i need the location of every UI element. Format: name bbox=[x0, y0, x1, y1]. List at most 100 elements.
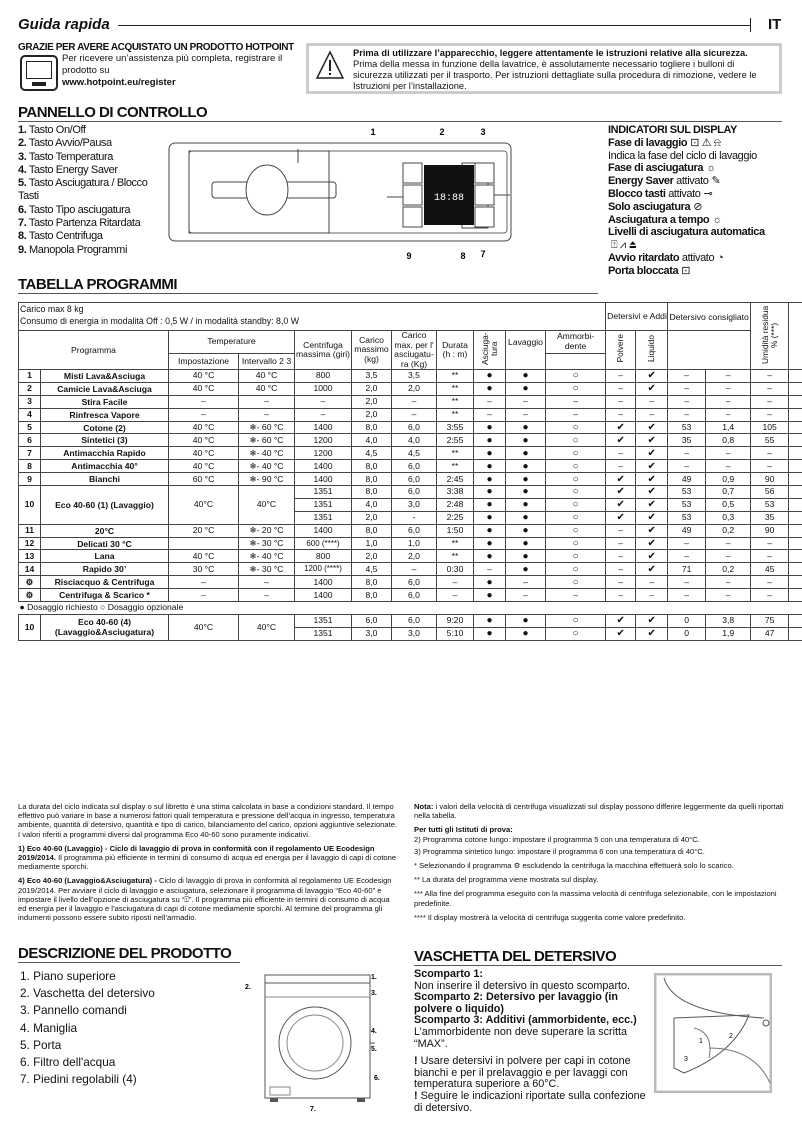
temp-setting: 40 °C bbox=[168, 549, 239, 564]
cell-lavaggio: ● bbox=[505, 433, 546, 448]
drawer-warning-2: Seguire le indicazioni riportate sulla c… bbox=[414, 1089, 646, 1114]
cell-liquido: ✔ bbox=[635, 626, 669, 641]
table-row[interactable]: ⚙ Centrifuga & Scarico * – –1400 8,0 6,0– ● – – –… bbox=[18, 588, 802, 603]
note-star-1: * Selezionando il programma ⚙ escludendo… bbox=[414, 861, 734, 871]
table-row[interactable]: 11 20°C 20 °C ❄- 20 °C 1400 8,0 6,0 1:50 ● ● ○ – ✔ 49… bbox=[18, 523, 802, 538]
panel-legend-item: 6. Tasto Tipo asciugatura bbox=[18, 204, 168, 217]
cell-lavaggio: ● bbox=[505, 562, 546, 577]
program-name: Centrifuga & Scarico * bbox=[40, 588, 169, 603]
table-row[interactable]: 5 Cotone (2) 40 °C ❄- 60 °C 1400 8,0 6,0 3:55 ● ●… bbox=[18, 420, 802, 435]
cell-polvere: – bbox=[605, 459, 637, 474]
istituti-heading: Per tutti gli Istituti di prova: bbox=[414, 825, 513, 835]
cell-consumo: 0,2 bbox=[705, 562, 752, 577]
cell-umidita: 53 bbox=[667, 497, 707, 512]
cell-consumo: 1,4 bbox=[705, 420, 752, 435]
language-label: IT bbox=[768, 16, 782, 33]
cell-umidita: 53 bbox=[667, 485, 707, 499]
program-number: 11 bbox=[18, 523, 41, 538]
cell-lavaggio: ● bbox=[505, 523, 546, 538]
callout-d3: 3. bbox=[371, 990, 377, 997]
cell-carico: 8,0 bbox=[351, 459, 392, 474]
table-row[interactable]: 8 Antimacchia 40° 40 °C ❄- 40 °C 1400 8,0 6,0 *… bbox=[18, 459, 802, 474]
table-row[interactable]: 10 Eco 40-60 (1) (Lavaggio) 40°C 40°C 1351 8,… bbox=[18, 485, 802, 525]
program-name: Camicie Lava&Asciuga bbox=[40, 381, 169, 396]
cell-carico: 2,0 bbox=[351, 510, 392, 525]
energy-info: Consumo di energia in modalità Off : 0,5… bbox=[20, 316, 300, 326]
program-number: 3 bbox=[18, 394, 41, 409]
table-row[interactable]: 9 Bianchi 60 °C ❄- 90 °C 1400 8,0 6,0 2:45 ● ● ○ ✔ ✔… bbox=[18, 472, 802, 487]
program-number: 10 bbox=[18, 613, 41, 641]
cell-umidita: 71 bbox=[667, 562, 707, 577]
detergent-drawer-diagram: 1 2 3 bbox=[654, 973, 772, 1093]
table-row[interactable]: ⚙ Risciacquo & Centrifuga – –1400 8,0 6,0– ● – ○… bbox=[18, 575, 802, 590]
indicator-name: Avvio ritardato bbox=[608, 251, 680, 264]
callout-d1: 1. bbox=[371, 974, 377, 981]
cell-polvere: ✔ bbox=[605, 420, 637, 435]
temp-setting: – bbox=[168, 575, 239, 590]
program-name: Bianchi bbox=[40, 472, 169, 487]
cell-polvere: ✔ bbox=[605, 497, 637, 512]
cell-carico-asciugatura: 6,0 bbox=[391, 420, 437, 435]
cell-polvere: ✔ bbox=[605, 613, 637, 628]
program-name: Misti Lava&Asciuga bbox=[40, 369, 169, 383]
register-link[interactable]: www.hotpoint.eu/register bbox=[62, 77, 176, 88]
cell-consumo: 0,8 bbox=[705, 433, 752, 448]
header-ammorbidente: Ammorbi-dente bbox=[544, 330, 607, 354]
cell-lavaggio: ● bbox=[505, 510, 546, 525]
cell-durata: ** bbox=[436, 459, 474, 474]
callout-d2: 2. bbox=[245, 984, 251, 991]
cell-umidita: 0 bbox=[667, 613, 707, 628]
program-number: 13 bbox=[18, 549, 41, 564]
item-label: Tasto Centrifuga bbox=[28, 230, 103, 243]
display-indicators: INDICATORI SUL DISPLAY Fase di lavaggio ⊡… bbox=[608, 124, 768, 278]
header-carico_asc: Carico max. per l' asciugatu-ra (Kg) bbox=[391, 330, 437, 370]
temp-setting: 30 °C bbox=[168, 562, 239, 577]
cell-umidita: 53 bbox=[667, 420, 707, 435]
cell-polvere: ✔ bbox=[605, 510, 637, 525]
table-row[interactable]: 10 Eco 40-60 (4) (Lavaggio&Asciugatura) 40… bbox=[18, 613, 802, 641]
cell-temperatura: – bbox=[788, 394, 802, 409]
cell-carico-asciugatura: 3,5 bbox=[391, 369, 437, 383]
cell-carico: 1,0 bbox=[351, 536, 392, 551]
callout-7: 7 bbox=[480, 249, 485, 259]
table-row[interactable]: 12 Delicati 30 °C ❄- 30 °C 600 (****) 1,0 1,0… bbox=[18, 536, 802, 551]
max-load-info: Carico max 8 kg bbox=[20, 304, 84, 314]
cell-centrifuga: 1400 bbox=[294, 523, 352, 538]
indicator-icon: ⊡ bbox=[681, 264, 691, 277]
cell-centrifuga: 1400 bbox=[294, 420, 352, 435]
cell-acqua: – bbox=[750, 459, 790, 474]
table-row[interactable]: 7 Antimacchia Rapido 40 °C ❄- 40 °C 1200 4,5 4… bbox=[18, 446, 802, 461]
cell-consumo: – bbox=[705, 381, 752, 396]
register-desc: Per ricevere un’assistenza più completa,… bbox=[62, 53, 283, 76]
program-number: 14 bbox=[18, 562, 41, 577]
cell-acqua: 45 bbox=[750, 562, 790, 577]
cell-liquido: – bbox=[635, 407, 669, 422]
table-row[interactable]: 14 Rapido 30’ 30 °C ❄- 30 °C 1200 (****) 4,5–… bbox=[18, 562, 802, 577]
temp-setting: 40 °C bbox=[168, 381, 239, 396]
temp-range: ❄- 30 °C bbox=[238, 562, 295, 577]
cell-acqua: 53 bbox=[750, 497, 790, 512]
compartment-label-2: 2 bbox=[729, 1033, 733, 1040]
note-eco-1: 1) Eco 40-60 (Lavaggio) - Ciclo di lavag… bbox=[18, 844, 398, 872]
cell-ammorbidente: ○ bbox=[544, 459, 607, 474]
header-lavaggio-sub bbox=[505, 353, 546, 371]
cell-liquido: ✔ bbox=[635, 420, 669, 435]
cell-polvere: – bbox=[605, 588, 637, 603]
cell-asciugatura: ● bbox=[473, 613, 506, 628]
indicator-icon: ☼ bbox=[712, 213, 722, 226]
cell-carico-asciugatura: – bbox=[391, 407, 437, 422]
temp-range: – bbox=[238, 575, 295, 590]
table-row[interactable]: 1 Misti Lava&Asciuga 40 °C 40 °C 800 3,5 3,5 **… bbox=[18, 369, 802, 383]
cell-durata: ** bbox=[436, 381, 474, 396]
cell-umidita: – bbox=[667, 459, 707, 474]
table-row[interactable]: 6 Sintetici (3) 40 °C ❄- 60 °C 1200 4,0 4,0 2:5… bbox=[18, 433, 802, 448]
cell-acqua: – bbox=[750, 407, 790, 422]
table-row[interactable]: 2 Camicie Lava&Asciuga 40 °C 40 °C 1000 2,0 2,… bbox=[18, 381, 802, 396]
cell-temperatura: – bbox=[788, 407, 802, 422]
